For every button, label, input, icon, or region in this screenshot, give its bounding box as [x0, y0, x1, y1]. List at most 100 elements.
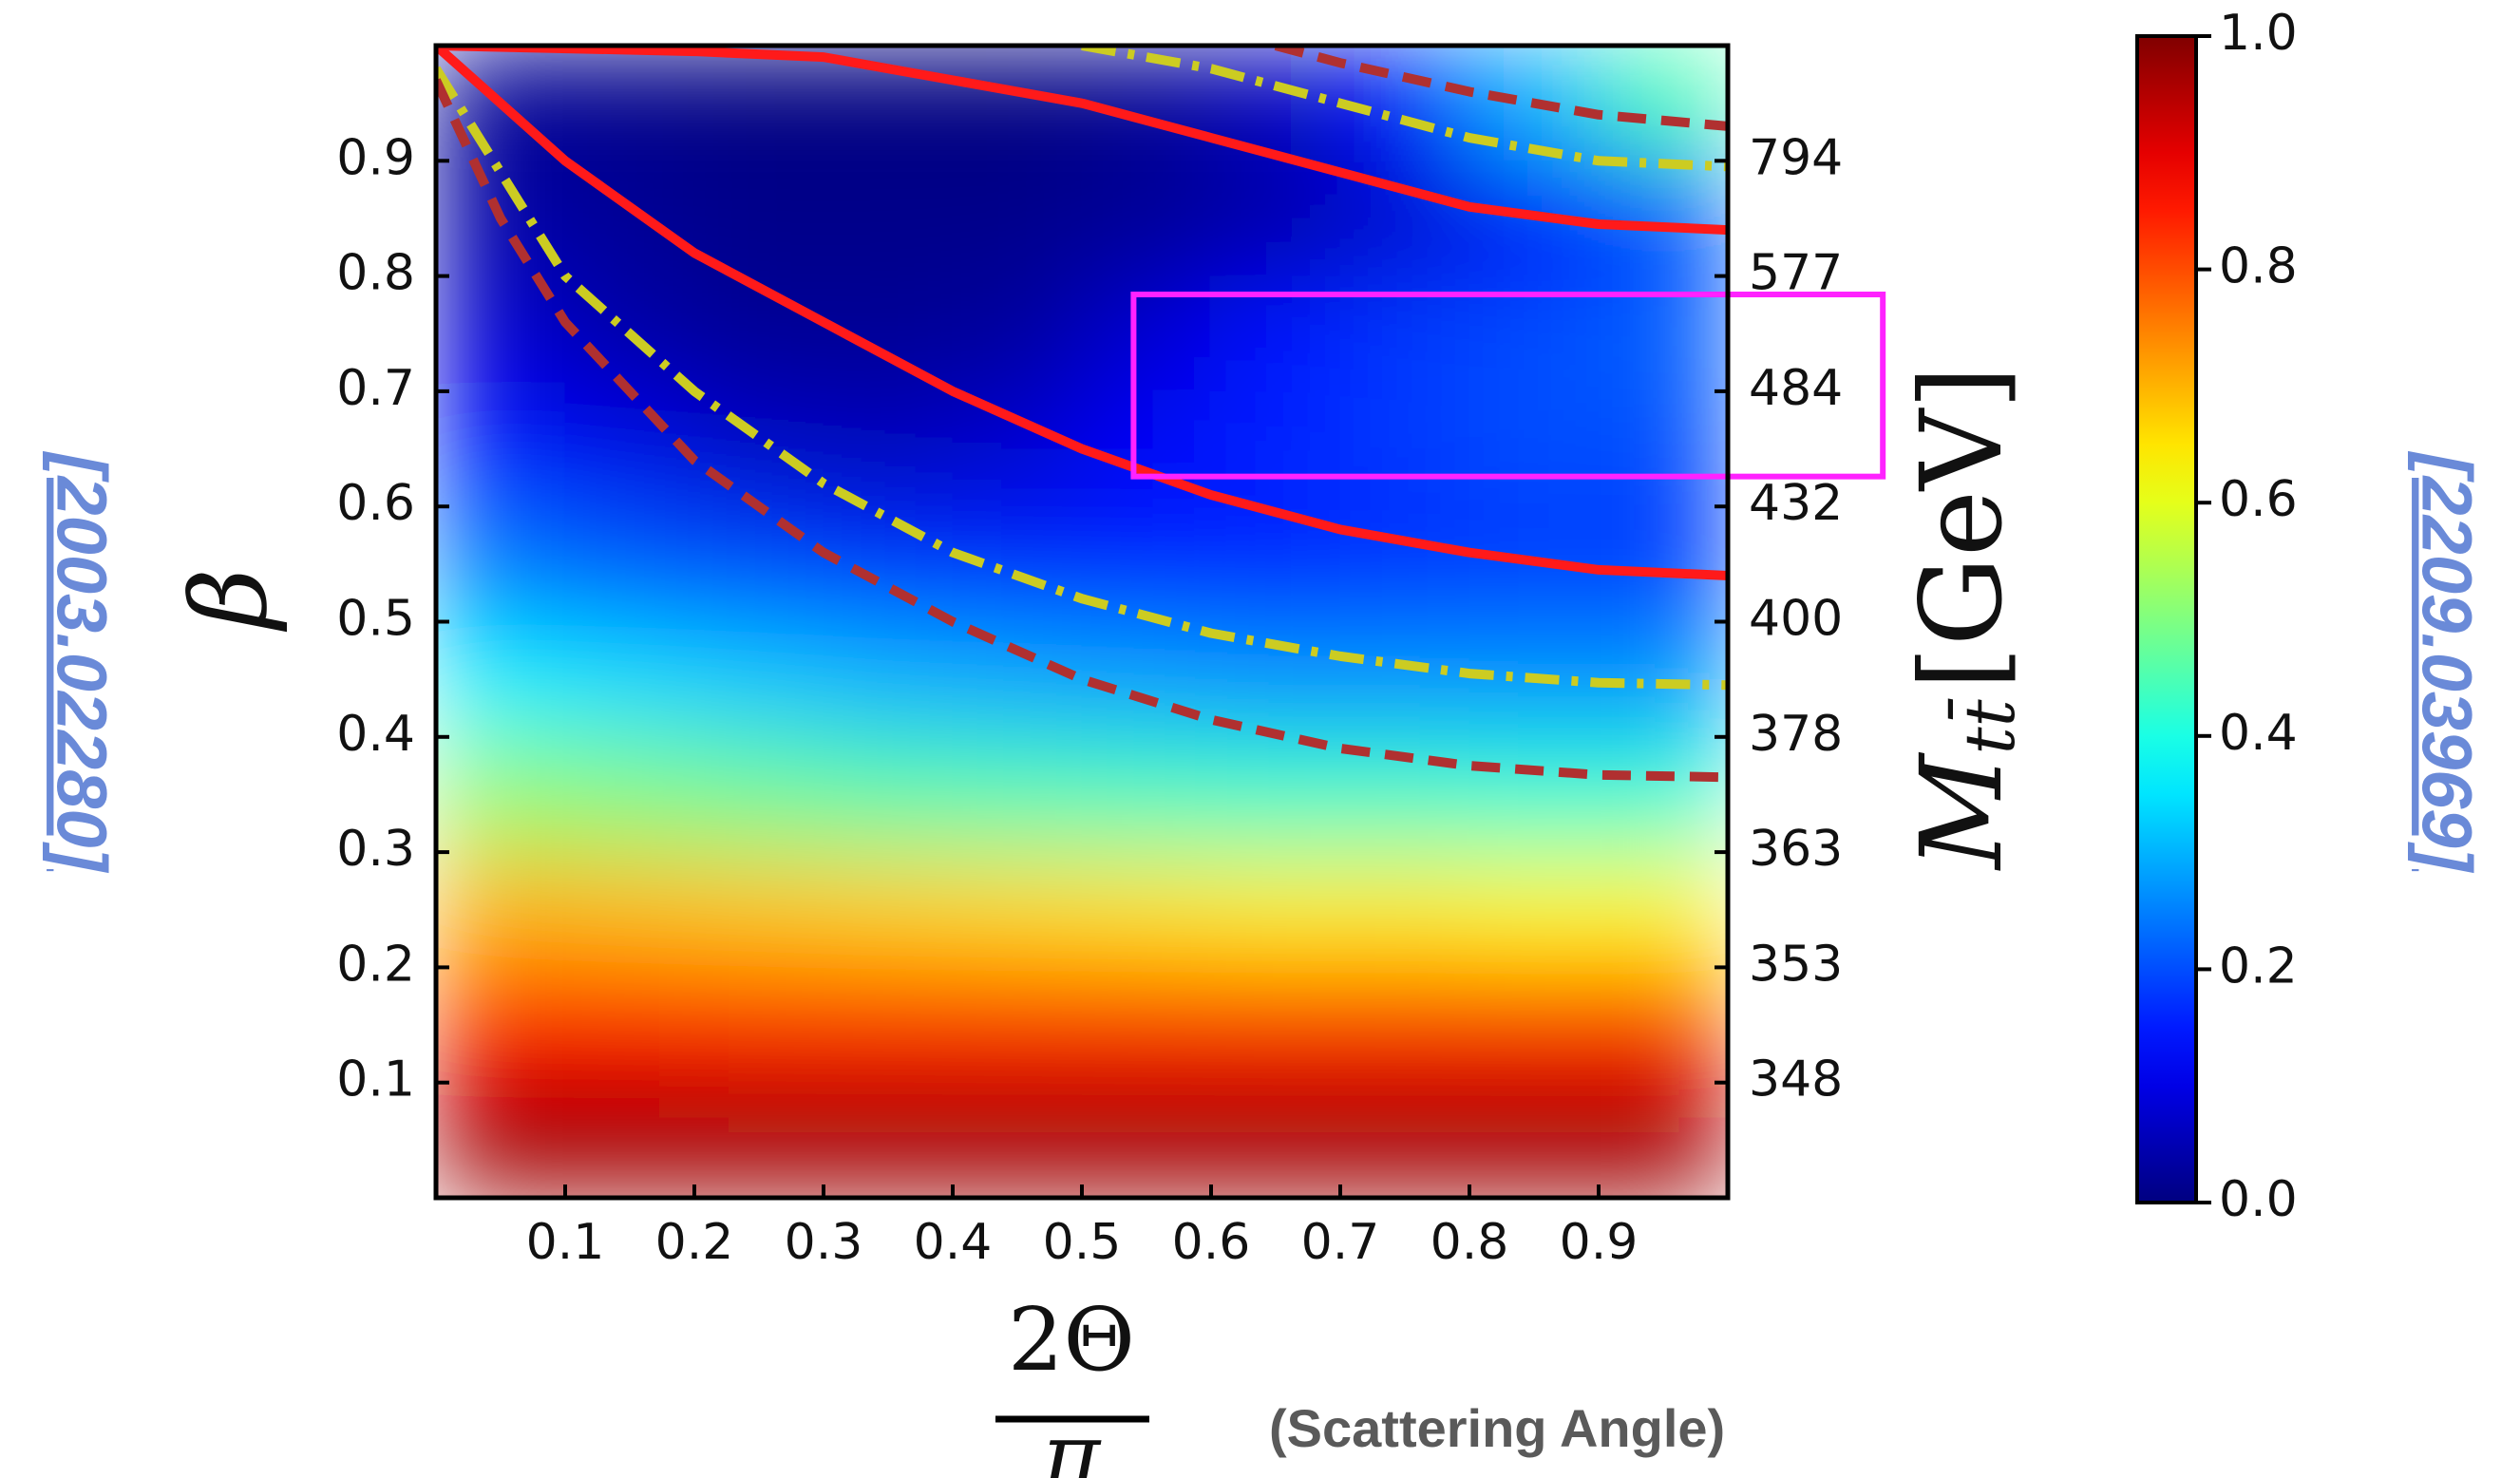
- heat-cell: [823, 505, 954, 622]
- heat-cell: [693, 1082, 824, 1198]
- curve: [436, 46, 1728, 580]
- heat-cell: [1339, 851, 1470, 968]
- heat-cell: [693, 966, 824, 1084]
- heat-cell: [1081, 621, 1212, 738]
- reference-right: [2209.03969]: [2407, 451, 2486, 874]
- y-tick-label: 0.6: [336, 475, 415, 532]
- heat-cell: [1210, 736, 1341, 853]
- heat-cell: [823, 851, 954, 968]
- colorbar: [2135, 34, 2198, 1204]
- heat-cell: [1598, 505, 1728, 622]
- heat-cell: [952, 966, 1083, 1084]
- heat-cell: [1598, 390, 1728, 507]
- colorbar-tick-label: 0.8: [2219, 238, 2298, 295]
- y-tick-label: 0.2: [336, 936, 415, 993]
- heat-cell: [1468, 966, 1600, 1084]
- heat-cell: [1598, 160, 1728, 277]
- heat-cell: [1210, 966, 1341, 1084]
- heat-cell: [823, 736, 954, 853]
- heat-cell: [1210, 851, 1341, 968]
- reference-left: [2003.02280]: [42, 451, 121, 874]
- heat-cell: [693, 736, 824, 853]
- heat-cell: [1081, 1082, 1212, 1198]
- heat-cell: [1598, 736, 1728, 853]
- heat-cell: [564, 621, 695, 738]
- x-tick-label: 0.9: [1560, 1214, 1639, 1271]
- heat-cell: [823, 160, 954, 277]
- heat-cell: [1210, 160, 1341, 277]
- heat-cell: [1598, 1082, 1728, 1198]
- y2-label-subscript: tt̄: [1946, 698, 2030, 754]
- heat-cell: [1081, 736, 1212, 853]
- curve: [436, 66, 1728, 691]
- curve: [1081, 46, 1728, 172]
- heat-cell: [1081, 160, 1212, 277]
- heat-cell: [564, 966, 695, 1084]
- heat-cell: [952, 736, 1083, 853]
- x-tick-label: 0.8: [1431, 1214, 1509, 1271]
- heat-cell: [564, 1082, 695, 1198]
- heat-cell: [564, 505, 695, 622]
- x-label-denominator: π: [1042, 1405, 1102, 1478]
- heat-cell: [564, 46, 695, 161]
- heat-cell: [1339, 966, 1470, 1084]
- heat-cell: [1598, 851, 1728, 968]
- heat-cell: [952, 275, 1083, 392]
- x-tick-label: 0.1: [526, 1214, 605, 1271]
- heat-cell: [1081, 966, 1212, 1084]
- heat-cell: [693, 275, 824, 392]
- heat-cell: [564, 851, 695, 968]
- curve: [436, 46, 1728, 236]
- heat-cell: [693, 851, 824, 968]
- heat-cell: [1081, 851, 1212, 968]
- heat-cell: [564, 736, 695, 853]
- heat-cell: [436, 1082, 566, 1198]
- heat-cell: [823, 1082, 954, 1198]
- heat-cell: [436, 390, 566, 507]
- y2-tick-label: 484: [1749, 360, 1843, 417]
- curves: [436, 46, 1728, 783]
- y2-label-symbol: M: [1896, 751, 2027, 871]
- heat-cell: [1598, 966, 1728, 1084]
- curve: [436, 78, 1728, 783]
- y2-tick-label: 400: [1749, 591, 1843, 648]
- heat-cell: [1598, 46, 1728, 161]
- colorbar-tick-label: 0.0: [2219, 1171, 2298, 1228]
- heat-cell: [564, 390, 695, 507]
- y-tick-label: 0.9: [336, 129, 415, 186]
- colorbar-tick-label: 0.2: [2219, 938, 2298, 995]
- heat-cell: [436, 966, 566, 1084]
- heat-cell: [693, 46, 824, 161]
- heat-cell: [693, 505, 824, 622]
- x-tick-label: 0.7: [1301, 1214, 1380, 1271]
- y-tick-label: 0.1: [336, 1052, 415, 1108]
- heat-cell: [436, 621, 566, 738]
- heat-cell: [952, 390, 1083, 507]
- heat-cell: [693, 621, 824, 738]
- heat-cell: [823, 390, 954, 507]
- y2-tick-label: 432: [1749, 475, 1843, 532]
- y2-tick-label: 353: [1749, 936, 1843, 993]
- y2-tick-label: 378: [1749, 706, 1843, 763]
- x-tick-label: 0.5: [1043, 1214, 1122, 1271]
- x-tick-label: 0.2: [655, 1214, 734, 1271]
- heat-cell: [436, 736, 566, 853]
- heat-cell: [1339, 505, 1470, 622]
- y-tick-label: 0.4: [336, 706, 415, 763]
- heat-cell: [952, 160, 1083, 277]
- heat-cell: [1468, 1082, 1600, 1198]
- colorbar-tick-label: 0.6: [2219, 471, 2298, 528]
- heat-cell: [823, 621, 954, 738]
- x-label-note: (Scattering Angle): [1269, 1398, 1725, 1458]
- x-tick-label: 0.4: [914, 1214, 993, 1271]
- highlight-box: [1130, 292, 1886, 480]
- x-tick-label: 0.3: [785, 1214, 863, 1271]
- heat-cell: [952, 851, 1083, 968]
- heat-cell: [1210, 390, 1341, 507]
- heat-cell: [1339, 1082, 1470, 1198]
- y-label: β: [168, 568, 290, 633]
- y-tick-label: 0.8: [336, 245, 415, 302]
- heat-cell: [436, 851, 566, 968]
